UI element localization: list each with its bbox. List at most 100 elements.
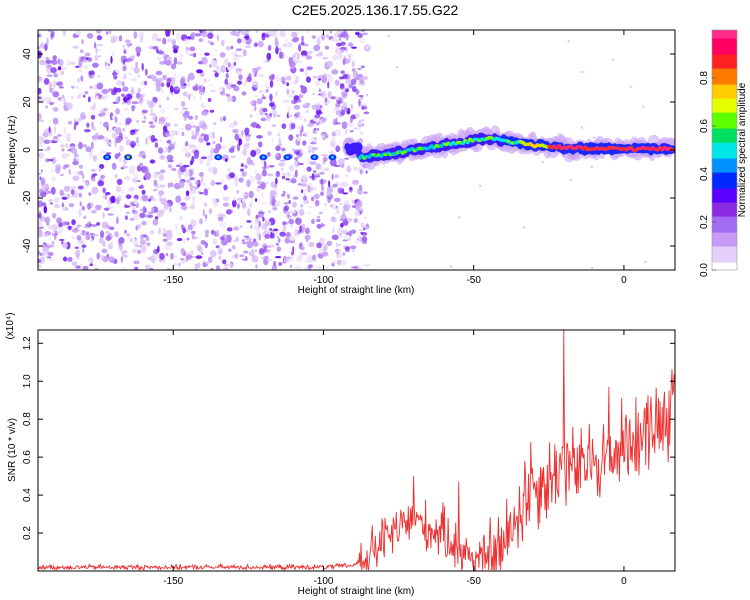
noise-blob bbox=[86, 231, 90, 235]
noise-blob bbox=[159, 195, 162, 202]
noise-blob bbox=[223, 263, 230, 267]
noise-blob bbox=[282, 221, 286, 226]
noise-blob bbox=[116, 216, 119, 225]
noise-blob bbox=[121, 165, 128, 169]
noise-blob bbox=[328, 180, 331, 188]
noise-blob bbox=[327, 91, 332, 99]
colorbar-segment bbox=[712, 248, 737, 251]
noise-blob bbox=[173, 73, 177, 80]
noise-blob bbox=[236, 197, 243, 201]
noise-blob bbox=[104, 67, 112, 70]
noise-blob bbox=[207, 32, 214, 39]
noise-blob bbox=[315, 265, 322, 270]
noise-blob bbox=[200, 176, 204, 183]
noise-blob bbox=[314, 137, 317, 140]
colorbar-segment bbox=[712, 178, 737, 181]
noise-blob bbox=[346, 203, 351, 210]
colorbar-segment bbox=[712, 154, 737, 157]
noise-blob bbox=[181, 147, 189, 153]
colorbar-segment bbox=[712, 230, 737, 233]
noise-blob bbox=[177, 171, 182, 179]
noise-blob bbox=[213, 147, 220, 154]
noise-blob bbox=[78, 192, 82, 198]
noise-blob bbox=[234, 133, 240, 141]
noise-blob bbox=[121, 93, 125, 97]
noise-blob bbox=[330, 38, 338, 42]
noise-blob bbox=[166, 139, 172, 144]
noise-blob bbox=[342, 219, 349, 226]
noise-blob bbox=[336, 42, 342, 47]
noise-blob bbox=[363, 111, 370, 115]
noise-blob bbox=[44, 128, 49, 136]
noise-blob bbox=[144, 213, 148, 219]
noise-blob bbox=[351, 46, 358, 49]
noise-blob bbox=[355, 89, 360, 95]
noise-blob bbox=[204, 203, 208, 207]
noise-blob bbox=[84, 225, 89, 229]
noise-blob bbox=[73, 171, 80, 175]
colorbar-segment bbox=[712, 150, 737, 153]
noise-blob bbox=[225, 82, 233, 90]
noise-blob bbox=[78, 68, 83, 73]
trace-blip-core bbox=[285, 155, 289, 159]
noise-blob bbox=[257, 141, 263, 148]
noise-blob bbox=[59, 99, 63, 103]
y-tick-label: 0 bbox=[22, 147, 33, 153]
snr-line-path bbox=[38, 330, 675, 571]
noise-blob bbox=[353, 77, 360, 81]
noise-blob bbox=[312, 254, 316, 261]
noise-blob bbox=[346, 53, 353, 58]
noise-blob bbox=[45, 216, 51, 224]
noise-blob bbox=[122, 44, 125, 47]
noise-blob bbox=[267, 151, 271, 157]
colorbar-segment bbox=[712, 120, 737, 123]
noise-blob bbox=[75, 31, 82, 36]
noise-blob bbox=[275, 170, 281, 178]
noise-blob bbox=[212, 238, 217, 245]
noise-blob bbox=[316, 215, 321, 219]
colorbar-tick-label: 0.6 bbox=[699, 119, 710, 133]
noise-blob bbox=[51, 59, 58, 65]
noise-blob bbox=[125, 43, 130, 46]
noise-blob bbox=[201, 252, 204, 255]
noise-blob bbox=[218, 248, 223, 255]
noise-blob bbox=[91, 186, 99, 195]
noise-blob bbox=[228, 248, 232, 252]
noise-blob bbox=[143, 115, 147, 120]
noise-blob bbox=[244, 79, 248, 84]
noise-blob bbox=[219, 136, 223, 143]
noise-blob bbox=[158, 227, 161, 235]
noise-blob bbox=[82, 265, 89, 270]
noise-blob bbox=[70, 95, 74, 100]
noise-blob bbox=[314, 199, 320, 207]
noise-blob bbox=[334, 164, 341, 168]
x-tick-label: -150 bbox=[163, 576, 183, 587]
noise-blob bbox=[350, 103, 354, 110]
noise-blob bbox=[360, 65, 365, 69]
noise-blob bbox=[306, 30, 309, 34]
noise-blob bbox=[118, 242, 123, 251]
noise-blob bbox=[354, 209, 360, 217]
noise-blob bbox=[254, 105, 257, 112]
trace-blip-core bbox=[216, 155, 220, 159]
noise-blob bbox=[198, 138, 204, 143]
noise-blob bbox=[97, 48, 102, 52]
noise-blob bbox=[90, 141, 94, 150]
colorbar-tick-label: 0.4 bbox=[699, 167, 710, 181]
noise-blob bbox=[337, 158, 345, 165]
noise-blob bbox=[295, 169, 299, 178]
colorbar-segment bbox=[712, 194, 737, 197]
noise-blob bbox=[67, 225, 72, 231]
noise-blob bbox=[115, 127, 122, 135]
noise-blob bbox=[318, 120, 321, 124]
noise-blob bbox=[78, 208, 82, 217]
noise-blob bbox=[72, 45, 79, 49]
noise-blob bbox=[198, 158, 204, 165]
noise-blob bbox=[321, 237, 326, 241]
noise-blob bbox=[298, 163, 304, 166]
noise-blob bbox=[281, 175, 286, 180]
noise-blob bbox=[162, 74, 167, 80]
noise-blob bbox=[72, 175, 80, 181]
noise-blob bbox=[101, 248, 108, 254]
noise-blob bbox=[52, 87, 55, 93]
